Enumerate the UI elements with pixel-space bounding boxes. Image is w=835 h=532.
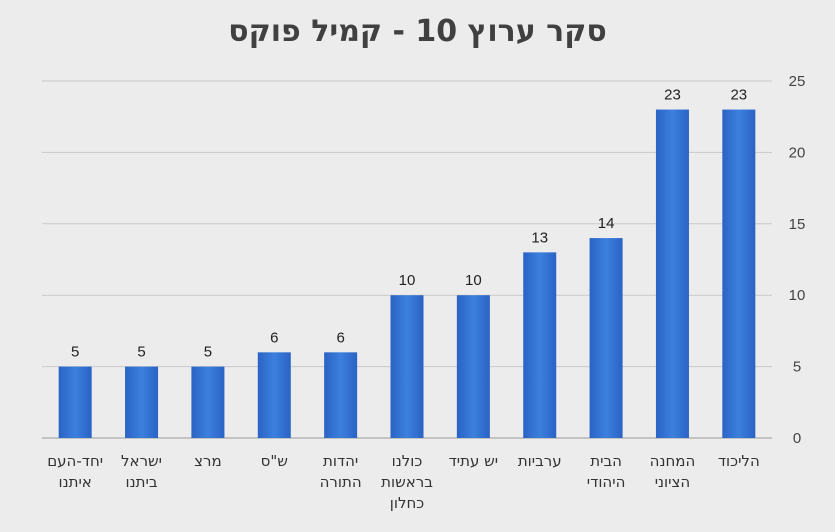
y-tick-label: 25	[789, 73, 806, 90]
y-tick-label: 10	[789, 287, 806, 304]
data-label: 5	[137, 344, 145, 361]
bar	[257, 352, 291, 438]
bar	[191, 366, 225, 438]
category-label: ישראל ביתנו	[121, 452, 162, 491]
data-label: 14	[598, 215, 615, 232]
data-label: 6	[270, 329, 278, 346]
y-tick-label: 5	[793, 359, 801, 376]
category-label: יהדות התורה	[320, 452, 362, 491]
data-label: 23	[664, 87, 681, 104]
data-label: 6	[336, 329, 344, 346]
bar	[58, 366, 92, 438]
bar	[655, 109, 689, 438]
category-label: ש"ס	[261, 452, 288, 470]
data-label: 5	[204, 344, 212, 361]
y-tick-label: 15	[789, 216, 806, 233]
bar	[125, 366, 159, 438]
chart-title: סקר ערוץ 10 - קמיל פוקס	[228, 14, 607, 49]
category-label: הבית היהודי	[587, 452, 626, 491]
category-label: המחנה הציוני	[650, 452, 696, 491]
data-label: 13	[531, 229, 548, 246]
bar	[456, 295, 490, 438]
bar	[324, 352, 358, 438]
data-label: 10	[399, 272, 416, 289]
category-label: הליכוד	[718, 452, 760, 470]
bars	[58, 109, 756, 438]
y-tick-label: 20	[789, 144, 806, 161]
y-tick-label: 0	[793, 430, 801, 447]
category-label: יחד-העם איתנו	[47, 452, 103, 491]
data-label: 23	[730, 87, 747, 104]
bar	[523, 252, 557, 438]
bar	[589, 238, 623, 438]
labels: 0 5 10 15 20 25 23 הליכוד 23 המחנה הציוני 14 הבית היה…	[47, 73, 805, 512]
data-label: 10	[465, 272, 482, 289]
category-label: מרצ	[194, 452, 222, 470]
bar	[390, 295, 424, 438]
category-label: כולנו בראשות כחלון	[381, 452, 433, 512]
category-label: ערביות	[518, 452, 562, 470]
bar	[722, 109, 756, 438]
data-label: 5	[71, 344, 79, 361]
gridlines	[42, 80, 772, 439]
category-label: יש עתיד	[449, 452, 499, 470]
